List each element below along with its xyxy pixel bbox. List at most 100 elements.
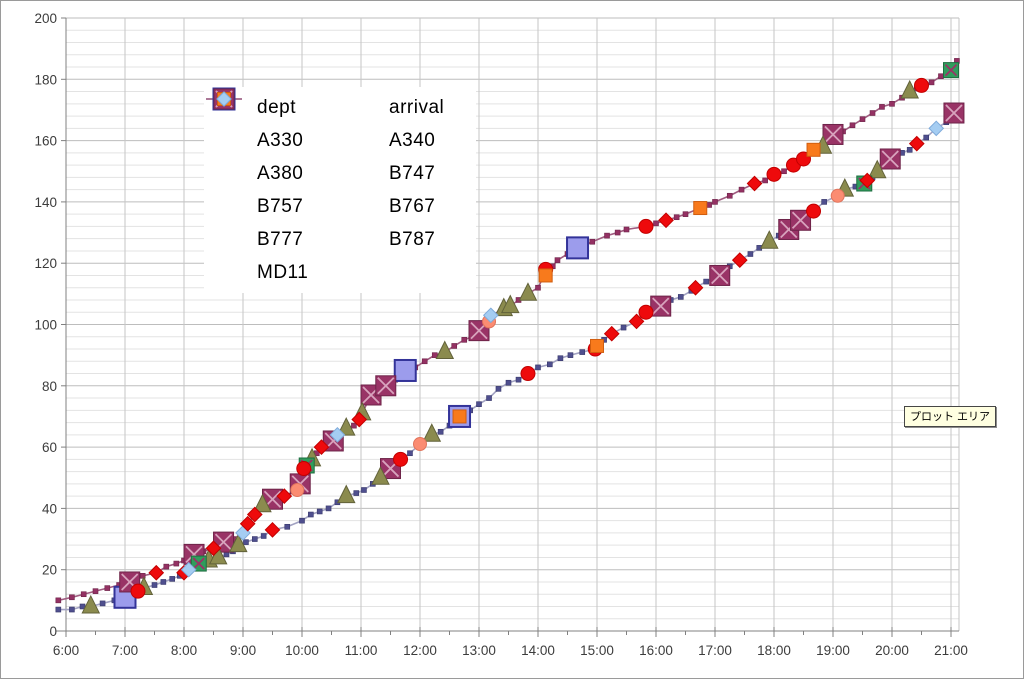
legend-item-a380[interactable]: A380: [210, 87, 342, 190]
legend-item-md11[interactable]: MD11: [210, 91, 342, 289]
legend-label: MD11: [257, 261, 309, 283]
x-tick-label: 11:00: [345, 643, 378, 658]
aircraft-marker-B777[interactable]: [879, 148, 901, 170]
aircraft-marker-B767[interactable]: [351, 411, 368, 428]
x-tick-label: 18:00: [757, 643, 791, 658]
aircraft-marker-B777[interactable]: [822, 123, 844, 145]
aircraft-marker-MD11[interactable]: [928, 120, 945, 137]
aircraft-marker-A330[interactable]: [867, 159, 887, 179]
aircraft-marker-B747[interactable]: [638, 304, 654, 320]
aircraft-marker-A330[interactable]: [81, 594, 101, 614]
aircraft-marker-B787[interactable]: [693, 201, 708, 216]
aircraft-marker-A330[interactable]: [422, 423, 442, 442]
aircraft-marker-A330[interactable]: [253, 493, 272, 513]
aircraft-marker-B767[interactable]: [276, 488, 293, 504]
aircraft-marker-B787[interactable]: [590, 338, 604, 353]
y-tick-label: 60: [42, 440, 57, 455]
y-tick-label: 120: [34, 256, 57, 271]
x-tick-label: 10:00: [285, 643, 319, 658]
legend-item-a340[interactable]: A340: [217, 92, 470, 157]
aircraft-marker-B767[interactable]: [628, 313, 645, 330]
aircraft-marker-B747[interactable]: [638, 218, 654, 234]
aircraft-marker-B777[interactable]: [790, 209, 812, 231]
aircraft-marker-B767[interactable]: [239, 515, 256, 532]
legend-item-a330[interactable]: A330: [210, 87, 342, 157]
aircraft-marker-A330[interactable]: [336, 417, 356, 436]
aircraft-marker-B767[interactable]: [148, 564, 165, 581]
aircraft-marker-B747[interactable]: [296, 461, 312, 477]
aircraft-marker-B757[interactable]: [943, 62, 959, 79]
legend-item-b777[interactable]: B777: [210, 88, 342, 256]
aircraft-marker-B787[interactable]: [806, 142, 821, 157]
aircraft-marker-A380[interactable]: [393, 358, 417, 382]
aircraft-marker-A330[interactable]: [336, 484, 356, 504]
series-dept[interactable]: [55, 107, 963, 613]
aircraft-marker-B777[interactable]: [650, 295, 672, 317]
aircraft-marker-MD11[interactable]: [216, 91, 232, 107]
aircraft-marker-B777[interactable]: [943, 102, 965, 124]
aircraft-marker-B767[interactable]: [731, 252, 748, 268]
aircraft-marker-B747[interactable]: [393, 451, 409, 467]
aircraft-marker-A330[interactable]: [228, 533, 248, 553]
aircraft-marker-B777[interactable]: [709, 264, 731, 286]
x-tick-label: 8:00: [171, 643, 197, 658]
aircraft-marker-B767[interactable]: [205, 540, 222, 557]
x-tick-label: 17:00: [698, 643, 732, 658]
legend-item-b767[interactable]: B767: [216, 91, 470, 223]
aircraft-marker-MD11[interactable]: [329, 426, 346, 443]
aircraft-marker-B777[interactable]: [375, 375, 397, 397]
x-tick-label: 15:00: [580, 643, 614, 658]
aircraft-marker-A340[interactable]: [830, 188, 845, 203]
aircraft-markers: [81, 62, 965, 614]
aircraft-marker-B787[interactable]: [538, 268, 553, 283]
aircraft-marker-A330[interactable]: [500, 294, 520, 314]
y-tick-label: 40: [42, 501, 57, 516]
legend-item-arrival[interactable]: arrival: [206, 91, 470, 124]
aircraft-marker-A330[interactable]: [371, 466, 390, 485]
aircraft-marker-B767[interactable]: [908, 135, 925, 152]
legend-label: arrival: [389, 96, 445, 118]
aircraft-marker-B767[interactable]: [658, 212, 674, 229]
legend-label: B787: [389, 228, 436, 250]
aircraft-marker-B757[interactable]: [190, 555, 207, 572]
aircraft-marker-A330[interactable]: [518, 282, 538, 301]
aircraft-marker-B767[interactable]: [746, 175, 763, 192]
legend-item-b757[interactable]: B757: [210, 91, 342, 223]
y-tick-label: 80: [42, 379, 57, 394]
legend-label: B767: [389, 195, 436, 217]
legend-label: dept: [257, 96, 296, 118]
legend-label: B777: [257, 228, 304, 250]
legend-item-b747[interactable]: B747: [216, 91, 470, 190]
aircraft-marker-A330[interactable]: [759, 230, 779, 249]
aircraft-marker-A340[interactable]: [413, 437, 427, 452]
aircraft-marker-B747[interactable]: [914, 77, 929, 93]
x-tick-label: 9:00: [230, 643, 256, 658]
y-tick-label: 20: [42, 563, 57, 578]
aircraft-marker-MD11[interactable]: [180, 561, 197, 578]
aircraft-marker-B747[interactable]: [130, 583, 146, 599]
aircraft-marker-B747[interactable]: [806, 203, 822, 219]
aircraft-marker-B767[interactable]: [687, 279, 704, 296]
aircraft-marker-B767[interactable]: [264, 521, 281, 538]
legend-item-b787[interactable]: B787: [217, 92, 470, 256]
aircraft-marker-B787[interactable]: [452, 409, 467, 424]
gridlines: [66, 17, 960, 631]
legend: dept arrival A330 A340 A380 B747 B757 B767 B777 B…: [204, 87, 476, 293]
aircraft-marker-MD11[interactable]: [482, 307, 499, 324]
aircraft-marker-A380[interactable]: [566, 236, 590, 260]
aircraft-marker-B767[interactable]: [246, 506, 263, 523]
x-tick-label: 7:00: [112, 643, 138, 658]
x-tick-label: 6:00: [53, 643, 79, 658]
aircraft-marker-A330[interactable]: [435, 340, 455, 360]
x-tick-label: 12:00: [403, 643, 437, 658]
aircraft-marker-B767[interactable]: [859, 172, 876, 189]
aircraft-marker-B767[interactable]: [603, 325, 620, 342]
aircraft-marker-A330[interactable]: [900, 79, 920, 99]
aircraft-marker-B767[interactable]: [313, 439, 330, 455]
y-tick-label: 160: [34, 134, 57, 149]
aircraft-marker-B747[interactable]: [520, 366, 536, 382]
aircraft-marker-A340[interactable]: [290, 483, 305, 498]
aircraft-marker-B747[interactable]: [766, 166, 782, 182]
